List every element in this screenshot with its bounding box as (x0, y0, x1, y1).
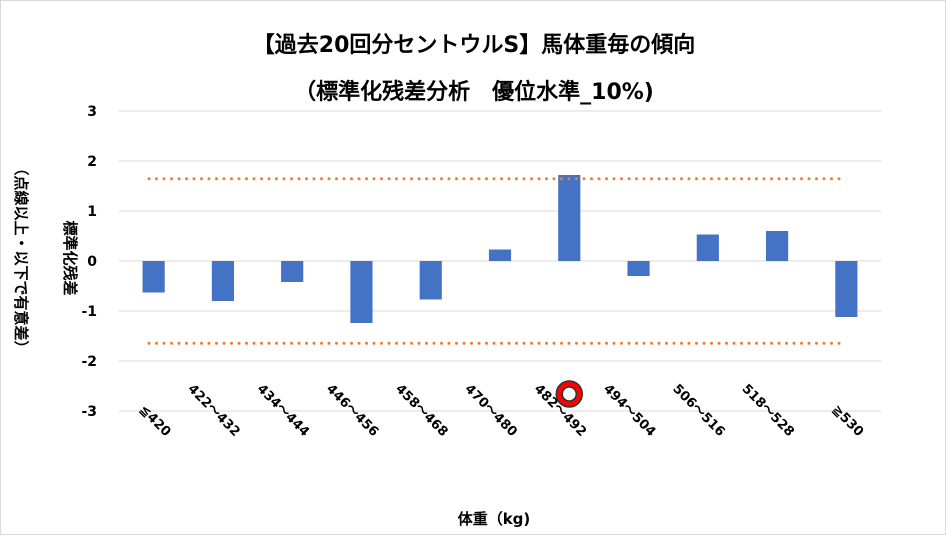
bar (627, 261, 650, 276)
x-tick-label: ≧530 (829, 402, 866, 439)
bar (281, 261, 304, 282)
bar (211, 261, 234, 301)
bar (142, 261, 165, 293)
y-tick-labels: 3 2 1 0 -1 -2 -3 (81, 104, 97, 420)
highlight-marker-inner (561, 386, 578, 402)
highlight-markers (555, 380, 584, 408)
bar (766, 231, 789, 261)
y-axis-title: 標準化残差 (61, 220, 79, 295)
x-tick-label: ≦420 (136, 402, 173, 439)
y-tick-label: -2 (81, 354, 97, 370)
y-tick-label: 3 (87, 104, 97, 120)
y-tick-label: 2 (87, 154, 97, 170)
bar (350, 261, 373, 323)
y-tick-label: -1 (81, 304, 97, 320)
gridlines (119, 110, 881, 412)
chart-subtitle: （標準化残差分析 優位水準_10%) (294, 79, 654, 105)
y-axis-note: （点線以上・以下で有意差） (12, 160, 30, 355)
y-tick-label: 1 (87, 204, 97, 220)
bar (419, 261, 442, 300)
x-axis-title: 体重（kg) (458, 510, 531, 528)
bar (488, 249, 512, 261)
bars (142, 175, 858, 323)
y-tick-label: -3 (81, 404, 97, 420)
bar (835, 261, 858, 317)
bar (558, 175, 581, 261)
bar (696, 234, 719, 261)
y-tick-label: 0 (87, 254, 97, 270)
chart-title: 【過去20回分セントウルS】馬体重毎の傾向 (253, 32, 695, 58)
